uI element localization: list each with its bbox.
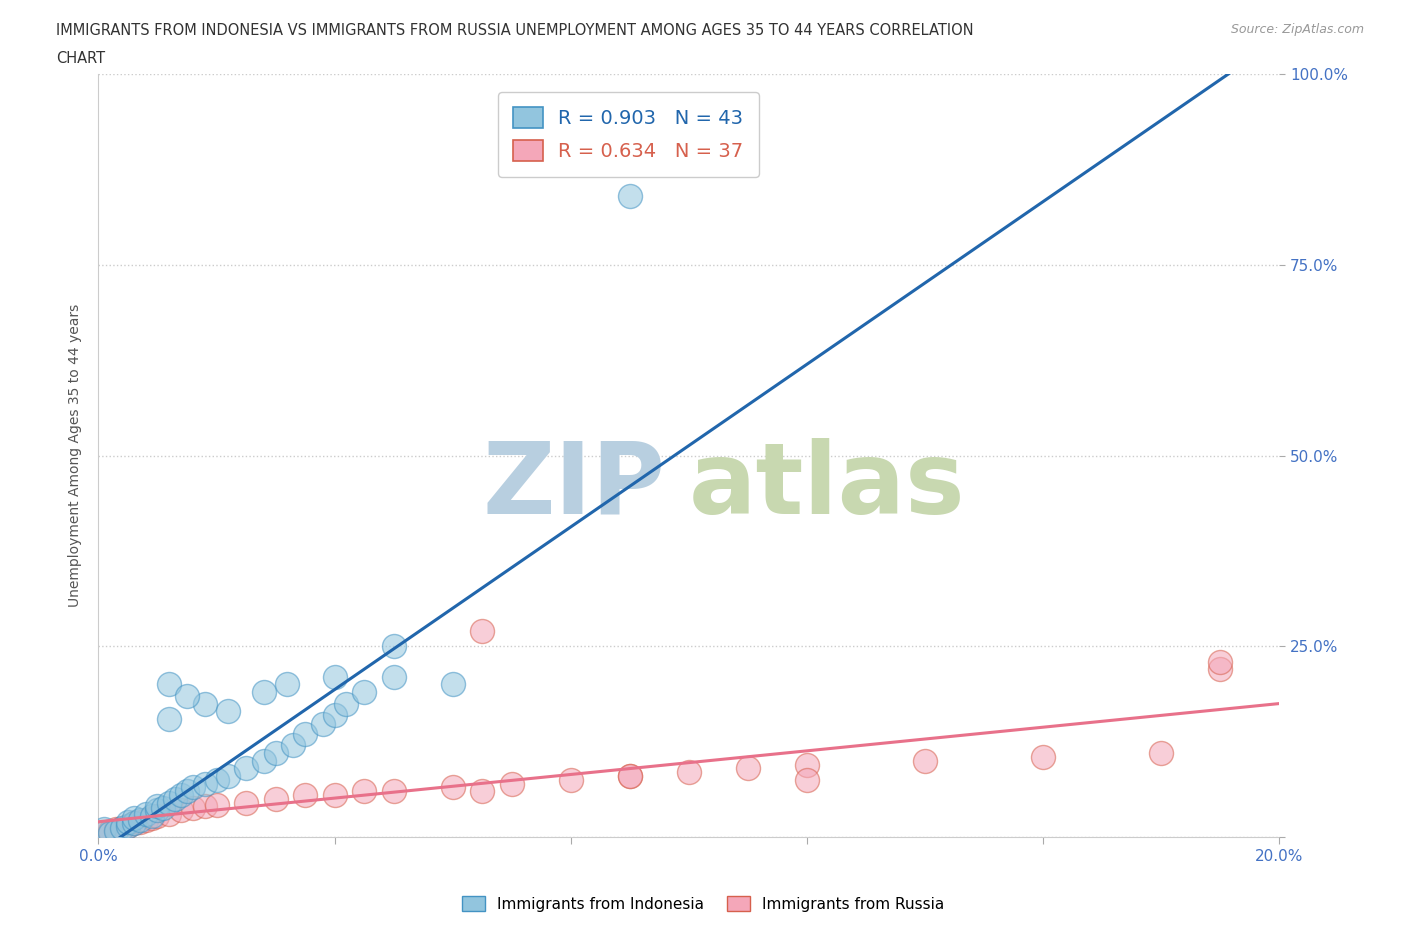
Point [170,803,193,817]
Point [194,777,217,791]
Point [914,753,936,768]
Point [165,791,187,806]
Point [128,813,150,828]
Point [353,684,375,699]
Text: CHART: CHART [56,51,105,66]
Point [619,768,641,783]
Point [176,688,198,703]
Point [146,799,169,814]
Point [294,788,316,803]
Point [619,189,641,204]
Point [323,670,346,684]
Point [335,696,357,711]
Point [170,788,193,803]
Point [353,784,375,799]
Point [471,624,494,639]
Point [441,677,464,692]
Point [323,788,346,803]
Point [117,818,139,833]
Point [1150,746,1173,761]
Point [283,738,305,753]
Point [93,826,115,841]
Point [323,708,346,723]
Point [98,826,121,841]
Point [157,806,180,821]
Point [194,696,217,711]
Text: ZIP: ZIP [482,438,665,535]
Point [117,815,139,830]
Point [135,806,157,821]
Point [122,816,145,830]
Point [382,639,405,654]
Point [105,823,128,838]
Point [117,818,139,833]
Point [560,772,582,787]
Point [152,801,174,816]
Point [146,808,169,823]
Point [737,761,759,776]
Legend: Immigrants from Indonesia, Immigrants from Russia: Immigrants from Indonesia, Immigrants fr… [456,889,950,918]
Point [312,717,335,732]
Point [141,808,163,823]
Point [382,670,405,684]
Text: Source: ZipAtlas.com: Source: ZipAtlas.com [1230,23,1364,36]
Point [235,761,257,776]
Point [796,772,818,787]
Point [141,811,163,826]
Point [1032,750,1054,764]
Point [111,820,134,835]
Point [111,820,134,835]
Point [176,784,198,799]
Point [294,726,316,741]
Point [205,772,228,787]
Point [796,757,818,772]
Point [264,746,287,761]
Point [276,677,298,692]
Point [181,780,204,795]
Point [122,811,145,826]
Point [157,677,180,692]
Legend: R = 0.903   N = 43, R = 0.634   N = 37: R = 0.903 N = 43, R = 0.634 N = 37 [498,92,759,177]
Point [264,791,287,806]
Point [128,815,150,830]
Point [157,711,180,726]
Text: atlas: atlas [689,438,966,535]
Point [382,784,405,799]
Point [146,803,169,817]
Point [471,784,494,799]
Point [235,795,257,810]
Point [205,798,228,813]
Point [501,777,523,791]
Point [98,823,121,838]
Point [217,704,239,719]
Point [678,764,700,779]
Point [441,780,464,795]
Point [1209,654,1232,669]
Point [157,795,180,810]
Point [217,768,239,783]
Point [253,753,276,768]
Point [194,799,217,814]
Y-axis label: Unemployment Among Ages 35 to 44 years: Unemployment Among Ages 35 to 44 years [69,304,83,607]
Point [122,816,145,830]
Point [105,822,128,837]
Point [619,768,641,783]
Point [135,813,157,828]
Point [253,684,276,699]
Point [93,822,115,837]
Point [1209,662,1232,677]
Point [181,801,204,816]
Text: IMMIGRANTS FROM INDONESIA VS IMMIGRANTS FROM RUSSIA UNEMPLOYMENT AMONG AGES 35 T: IMMIGRANTS FROM INDONESIA VS IMMIGRANTS … [56,23,974,38]
